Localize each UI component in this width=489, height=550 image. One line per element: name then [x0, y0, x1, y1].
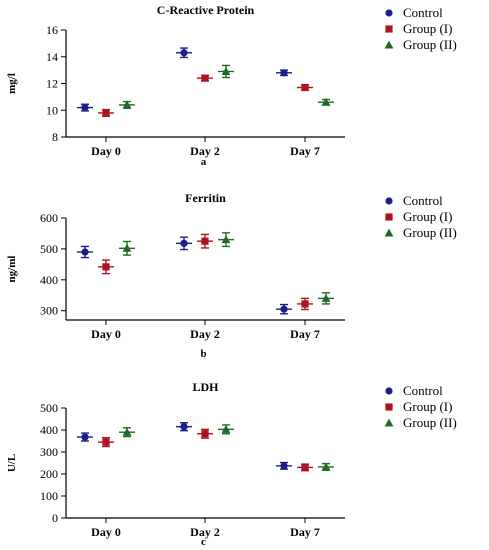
x-tick-label: Day 0: [91, 327, 121, 341]
y-tick-label: 300: [40, 445, 58, 459]
x-tick-label: Day 7: [290, 327, 320, 341]
y-tick-label: 200: [40, 467, 58, 481]
y-tick-label: 500: [40, 242, 58, 256]
y-tick-label: 500: [40, 401, 58, 415]
y-tick-label: 400: [40, 423, 58, 437]
legend-label: Control: [403, 5, 443, 20]
legend-label: Group (II): [403, 415, 457, 430]
data-point-control: [81, 248, 89, 256]
y-axis-label: U/L: [6, 454, 18, 472]
data-point-group-ii-: [321, 293, 331, 302]
chart-title: Ferritin: [185, 191, 226, 205]
legend-label: Control: [403, 193, 443, 208]
x-tick-label: Day 2: [190, 525, 220, 539]
legend-label: Group (I): [403, 399, 452, 414]
chart-title: LDH: [192, 380, 219, 394]
legend-marker-group-ii-: [384, 418, 394, 427]
data-point-control: [280, 305, 288, 313]
data-point-group-ii-: [321, 462, 331, 471]
data-point-group-i-: [102, 438, 110, 446]
y-tick-label: 10: [46, 103, 58, 117]
y-tick-label: 400: [40, 273, 58, 287]
data-point-group-ii-: [321, 97, 331, 106]
chart-panel-a: C-Reactive Protein 8 10 12 14 16 Day 0 Day 2 Day…: [6, 3, 457, 168]
x-tick-label: Day 0: [91, 525, 121, 539]
y-axis-label: ng/ml: [6, 256, 18, 283]
legend-marker-group-ii-: [384, 228, 394, 237]
data-point-group-ii-: [122, 427, 132, 436]
data-point-group-i-: [301, 83, 309, 92]
y-tick-label: 16: [46, 23, 58, 37]
data-point-group-ii-: [122, 100, 132, 109]
legend-marker-group-i-: [385, 403, 393, 411]
data-point-control: [81, 433, 89, 441]
data-point-group-ii-: [122, 243, 132, 252]
data-point-group-i-: [301, 463, 309, 471]
y-tick-label: 14: [46, 50, 58, 64]
x-tick-label: Day 7: [290, 525, 320, 539]
legend-label: Control: [403, 383, 443, 398]
data-point-control: [180, 49, 188, 57]
data-point-group-ii-: [221, 67, 231, 75]
data-point-group-ii-: [221, 235, 231, 244]
data-point-control: [280, 69, 288, 77]
chart-panel-b: Ferritin 300 400 500 600 Day 0 Day 2 Day 7 ng/ml…: [6, 191, 457, 360]
panel-label: c: [201, 536, 206, 548]
data-point-control: [81, 103, 89, 112]
y-tick-label: 8: [52, 130, 58, 144]
legend-marker-control: [385, 387, 393, 395]
data-point-group-i-: [201, 237, 209, 245]
y-tick-label: 300: [40, 304, 58, 318]
data-point-control: [180, 239, 188, 247]
y-tick-label: 12: [46, 77, 58, 91]
legend-marker-control: [385, 197, 393, 205]
y-tick-label: 600: [40, 211, 58, 225]
data-point-control: [280, 462, 288, 470]
x-tick-label: Day 7: [290, 144, 320, 158]
chart-title: C-Reactive Protein: [157, 3, 255, 17]
data-point-group-i-: [102, 263, 110, 271]
legend-label: Group (I): [403, 209, 452, 224]
legend-marker-control: [385, 9, 393, 17]
chart-panel-c: LDH 0 100 200 300 400 500 Day 0 Day 2 Day 7 U/L c Co…: [6, 380, 457, 548]
data-point-control: [180, 423, 188, 431]
x-tick-label: Day 2: [190, 327, 220, 341]
y-tick-label: 100: [40, 489, 58, 503]
legend-marker-group-i-: [385, 25, 393, 33]
legend-label: Group (II): [403, 225, 457, 240]
panel-label: a: [201, 156, 207, 168]
legend-marker-group-ii-: [384, 40, 394, 49]
x-tick-label: Day 0: [91, 144, 121, 158]
legend-marker-group-i-: [385, 213, 393, 221]
legend-label: Group (I): [403, 21, 452, 36]
y-tick-label: 0: [52, 511, 58, 525]
data-point-group-ii-: [221, 424, 231, 433]
y-axis-label: mg/l: [6, 73, 18, 94]
panel-label: b: [200, 348, 206, 360]
data-point-group-i-: [201, 430, 209, 438]
legend-label: Group (II): [403, 37, 457, 52]
x-tick-label: Day 2: [190, 144, 220, 158]
data-point-group-i-: [102, 109, 110, 117]
data-point-group-i-: [301, 300, 309, 308]
data-point-group-i-: [201, 74, 209, 82]
